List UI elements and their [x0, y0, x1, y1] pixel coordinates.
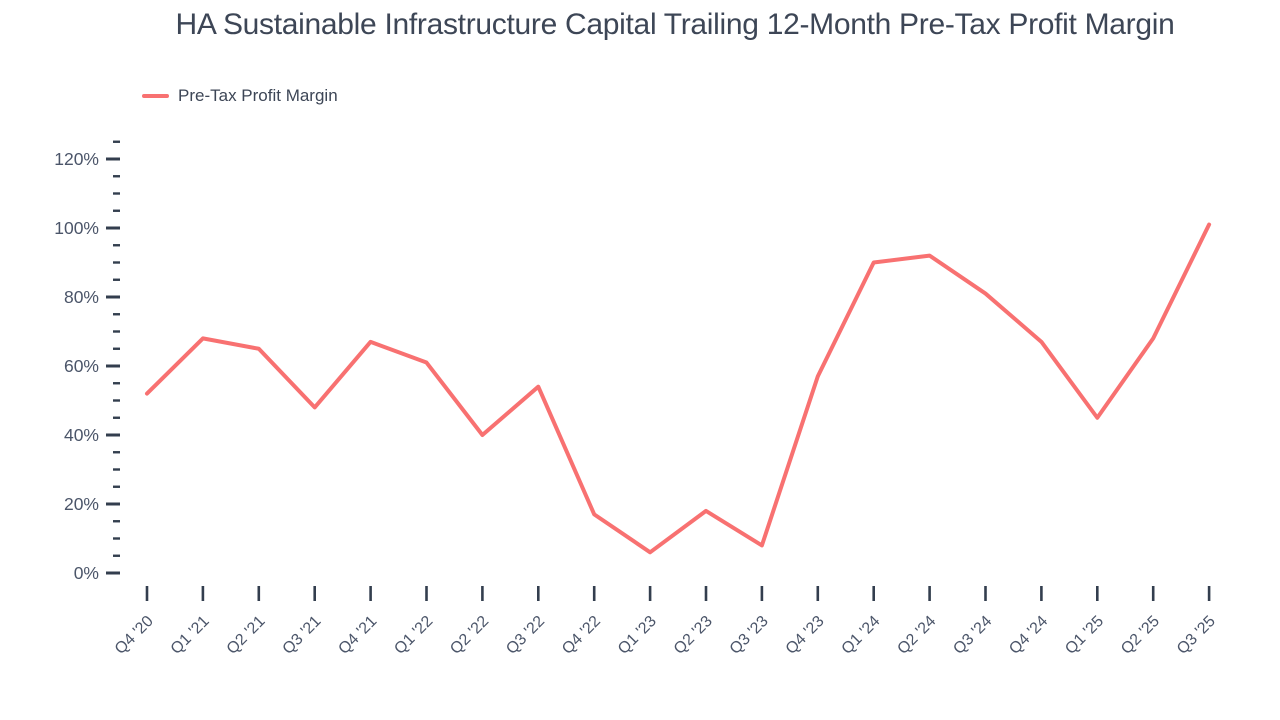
legend-line-swatch: [142, 94, 169, 98]
x-tick-label: Q4 '21: [335, 613, 380, 658]
y-tick-label: 0%: [74, 563, 99, 583]
x-tick-label: Q3 '22: [503, 613, 548, 658]
x-tick-label: Q1 '25: [1062, 613, 1107, 658]
x-tick-label: Q4 '22: [559, 613, 604, 658]
x-tick-label: Q3 '24: [950, 613, 995, 658]
chart-title: HA Sustainable Infrastructure Capital Tr…: [175, 8, 1175, 41]
x-tick-label: Q3 '23: [727, 613, 772, 658]
x-tick-label: Q2 '22: [447, 613, 492, 658]
x-tick-label: Q3 '25: [1174, 613, 1219, 658]
x-tick-label: Q4 '23: [783, 613, 828, 658]
y-tick-label: 60%: [64, 356, 99, 376]
x-tick-label: Q2 '24: [894, 613, 939, 658]
x-tick-label: Q2 '25: [1118, 613, 1163, 658]
x-tick-label: Q1 '21: [168, 613, 213, 658]
x-tick-label: Q3 '21: [280, 613, 325, 658]
y-tick-label: 120%: [54, 149, 99, 169]
y-tick-label: 40%: [64, 425, 99, 445]
legend[interactable]: Pre-Tax Profit Margin: [142, 86, 338, 106]
x-tick-label: Q2 '21: [224, 613, 269, 658]
y-tick-label: 100%: [54, 218, 99, 238]
x-tick-label: Q1 '22: [391, 613, 436, 658]
legend-label: Pre-Tax Profit Margin: [178, 86, 338, 105]
series-line: [145, 222, 1212, 555]
x-tick-label: Q1 '23: [615, 613, 660, 658]
x-tick-label: Q4 '20: [112, 613, 157, 658]
y-tick-label: 20%: [64, 494, 99, 514]
y-tick-label: 80%: [64, 287, 99, 307]
x-tick-label: Q2 '23: [671, 613, 716, 658]
x-tick-label: Q1 '24: [839, 613, 884, 658]
x-tick-label: Q4 '24: [1006, 613, 1051, 658]
